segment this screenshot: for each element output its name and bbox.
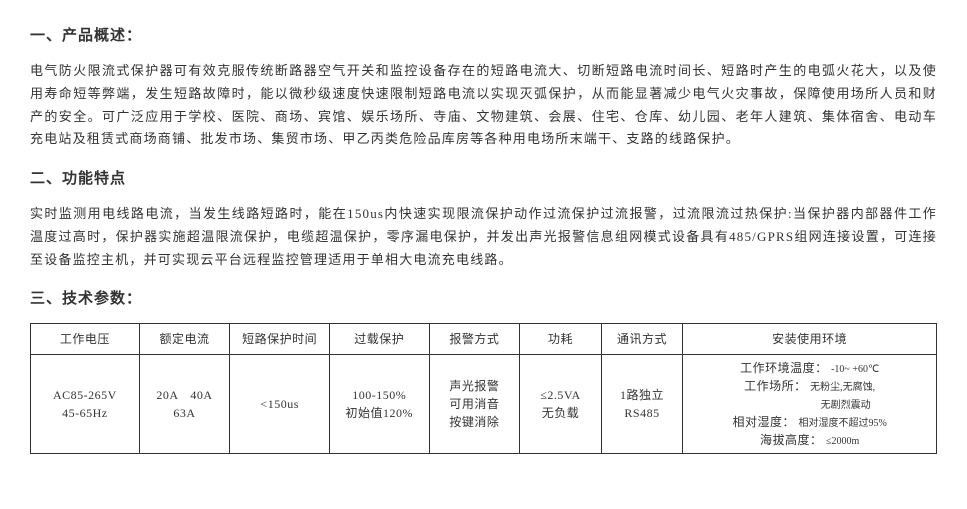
spec-table: 工作电压 额定电流 短路保护时间 过载保护 报警方式 功耗 通讯方式 安装使用环… <box>30 323 937 454</box>
env-altitude-value: ≤2000m <box>826 436 859 447</box>
cell-alarm: 声光报警 可用消音 按键消除 <box>429 355 520 454</box>
env-altitude-label: 海拔高度： <box>760 433 823 447</box>
env-place-value2: 无剧烈震动 <box>821 400 871 411</box>
col-overload: 过载保护 <box>329 324 429 355</box>
env-place-label: 工作场所： <box>744 379 807 393</box>
env-temp-label: 工作环境温度： <box>740 361 828 375</box>
section-heading-features: 二、功能特点 <box>30 167 937 191</box>
section-heading-overview: 一、产品概述： <box>30 24 937 48</box>
cell-overload: 100-150% 初始值120% <box>329 355 429 454</box>
cell-power-l2: 无负载 <box>542 406 580 420</box>
cell-rated-l2: 63A <box>173 406 195 420</box>
col-rated-current: 额定电流 <box>139 324 230 355</box>
cell-rated: 20A 40A 63A <box>139 355 230 454</box>
col-power: 功耗 <box>520 324 602 355</box>
env-temp-value: -10~ +60℃ <box>831 364 879 375</box>
cell-power: ≤2.5VA 无负载 <box>520 355 602 454</box>
col-voltage: 工作电压 <box>31 324 140 355</box>
cell-alarm-l1: 声光报警 <box>449 379 499 393</box>
cell-voltage: AC85-265V 45-65Hz <box>31 355 140 454</box>
col-alarm: 报警方式 <box>429 324 520 355</box>
cell-rated-l1: 20A 40A <box>156 388 212 402</box>
cell-voltage-l1: AC85-265V <box>53 388 117 402</box>
cell-overload-l2: 初始值120% <box>346 406 414 420</box>
col-env: 安装使用环境 <box>683 324 937 355</box>
env-humidity-value: 相对湿度不超过95% <box>798 418 886 429</box>
env-place-value: 无粉尘,无腐蚀, <box>810 382 875 393</box>
col-short-protect: 短路保护时间 <box>230 324 330 355</box>
cell-overload-l1: 100-150% <box>352 388 406 402</box>
cell-comm-l1: 1路独立 <box>620 388 664 402</box>
cell-short-protect: <150us <box>230 355 330 454</box>
cell-alarm-l3: 按键消除 <box>449 415 499 429</box>
cell-env: 工作环境温度： -10~ +60℃ 工作场所： 无粉尘,无腐蚀, 无剧烈震动 相… <box>683 355 937 454</box>
col-comm: 通讯方式 <box>601 324 683 355</box>
cell-voltage-l2: 45-65Hz <box>62 406 108 420</box>
cell-alarm-l2: 可用消音 <box>449 397 499 411</box>
cell-comm: 1路独立 RS485 <box>601 355 683 454</box>
section-heading-specs: 三、技术参数： <box>30 287 937 311</box>
table-header-row: 工作电压 额定电流 短路保护时间 过载保护 报警方式 功耗 通讯方式 安装使用环… <box>31 324 937 355</box>
paragraph-overview: 电气防火限流式保护器可有效克服传统断路器空气开关和监控设备存在的短路电流大、切断… <box>30 60 937 151</box>
env-humidity-label: 相对湿度： <box>732 415 795 429</box>
cell-power-l1: ≤2.5VA <box>540 388 580 402</box>
table-row: AC85-265V 45-65Hz 20A 40A 63A <150us 100… <box>31 355 937 454</box>
cell-comm-l2: RS485 <box>624 406 659 420</box>
paragraph-features: 实时监测用电线路电流，当发生线路短路时，能在150us内快速实现限流保护动作过流… <box>30 203 937 271</box>
